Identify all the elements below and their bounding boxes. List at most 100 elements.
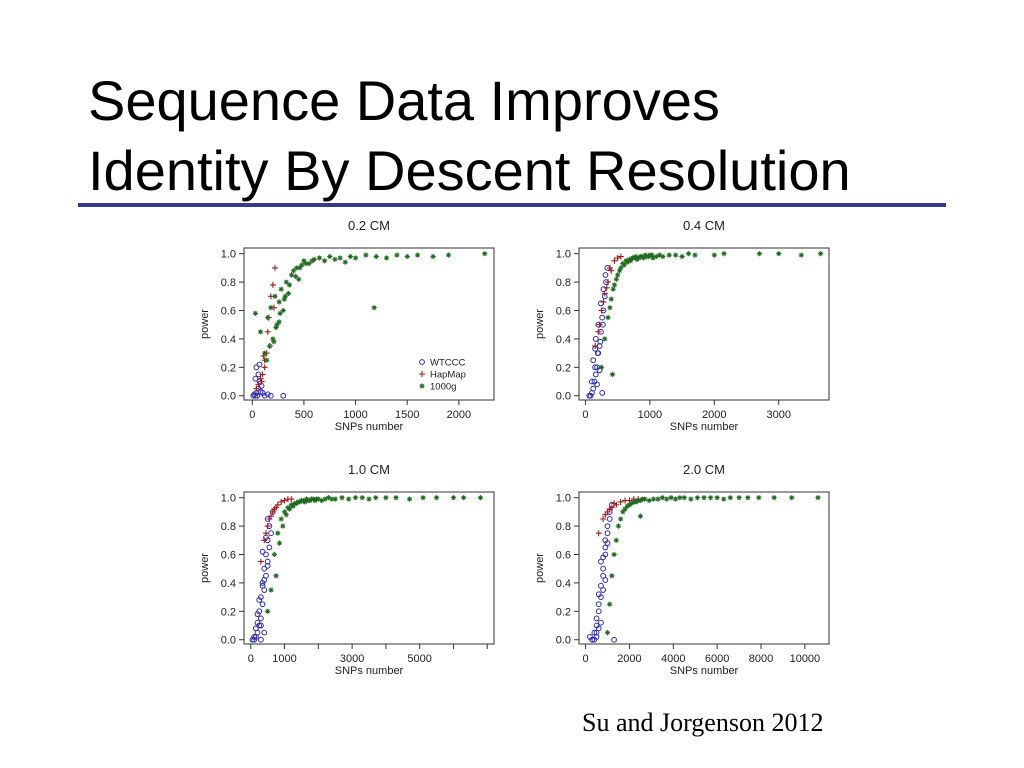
chart-4-point-1000g bbox=[604, 630, 611, 636]
chart-4-point-wtccc bbox=[600, 587, 607, 593]
chart-3-point-1000g bbox=[393, 495, 399, 501]
chart-1-point-hapmap bbox=[259, 371, 266, 378]
chart-1-ytick-label: 0.4 bbox=[221, 334, 236, 346]
chart-3-point-wtccc bbox=[251, 636, 258, 643]
chart-1-point-1000g bbox=[274, 322, 280, 328]
chart-4-xlabel: SNPs number bbox=[670, 665, 739, 677]
chart-3-point-1000g bbox=[297, 499, 303, 505]
chart-4-point-1000g bbox=[622, 506, 628, 512]
chart-2-xtick-label: 0 bbox=[582, 409, 588, 421]
chart-1-point-1000g bbox=[394, 252, 400, 258]
chart-1-point-1000g bbox=[303, 261, 309, 267]
chart-2-point-1000g bbox=[618, 265, 624, 271]
chart-2-point-wtccc bbox=[599, 314, 606, 321]
chart-3-point-wtccc bbox=[257, 594, 264, 601]
chart-2-point-wtccc bbox=[602, 272, 609, 278]
chart-2-xtick-label: 2000 bbox=[702, 409, 726, 421]
chart-2-point-1000g bbox=[598, 364, 605, 370]
chart-1-point-1000g bbox=[342, 259, 348, 265]
chart-1-point-1000g bbox=[278, 286, 284, 292]
chart-2-point-wtccc bbox=[592, 371, 599, 378]
chart-4-point-wtccc bbox=[602, 577, 609, 583]
chart-1-legend-label-wtccc: WTCCC bbox=[430, 358, 465, 369]
chart-3-point-1000g bbox=[271, 551, 278, 558]
chart-3-point-hapmap bbox=[269, 508, 276, 515]
chart-1-ytick-label: 0.6 bbox=[221, 306, 236, 318]
chart-3-point-wtccc bbox=[256, 608, 263, 615]
chart-2-ytick-label: 0.2 bbox=[556, 362, 571, 374]
chart-2-point-hapmap bbox=[600, 298, 607, 305]
chart-1-point-1000g bbox=[482, 251, 488, 257]
chart-2-point-hapmap bbox=[604, 279, 611, 286]
chart-panel-1-0-cm: 1.0 CM 0.0 0.2 0.4 0.6 0.8 1.0 0 1000 3000 5000 SNP… bbox=[180, 454, 510, 702]
chart-1-point-1000g bbox=[297, 265, 303, 271]
chart-1-point-1000g bbox=[268, 305, 274, 311]
chart-3-xlabel: SNPs number bbox=[335, 665, 404, 677]
chart-4-point-1000g bbox=[789, 495, 795, 501]
chart-1-point-hapmap bbox=[271, 264, 278, 271]
chart-3-point-1000g bbox=[293, 500, 299, 506]
chart-2-point-1000g bbox=[818, 251, 824, 257]
chart-2-point-wtccc bbox=[594, 350, 601, 357]
chart-4-point-1000g bbox=[646, 497, 652, 504]
chart-1-point-1000g bbox=[430, 253, 436, 260]
chart-2-point-1000g bbox=[636, 255, 642, 261]
chart-1-point-1000g bbox=[294, 265, 300, 271]
chart-2-point-1000g bbox=[798, 252, 804, 258]
chart-4-point-1000g bbox=[771, 495, 777, 501]
chart-2-point-hapmap bbox=[608, 267, 615, 274]
chart-1-xtick-label: 0 bbox=[249, 409, 255, 421]
chart-4-point-1000g bbox=[736, 495, 742, 501]
chart-3-point-1000g bbox=[383, 495, 389, 501]
chart-3-point-1000g bbox=[278, 516, 284, 522]
chart-4-point-1000g bbox=[618, 516, 624, 522]
chart-1-point-1000g bbox=[277, 310, 283, 316]
chart-1-point-1000g bbox=[262, 350, 268, 356]
chart-4-point-wtccc bbox=[606, 516, 613, 522]
chart-2-point-1000g bbox=[615, 272, 621, 278]
chart-2-series-1000g bbox=[598, 251, 824, 378]
chart-1-point-1000g bbox=[306, 261, 312, 267]
chart-1-point-1000g bbox=[280, 307, 286, 314]
chart-3-ytick-label: 0.2 bbox=[221, 606, 236, 618]
chart-4-point-1000g bbox=[639, 496, 646, 502]
chart-1-point-hapmap bbox=[258, 378, 265, 385]
chart-4-point-1000g bbox=[659, 495, 665, 501]
chart-2-point-hapmap bbox=[611, 257, 618, 264]
chart-1-title: 0.2 CM bbox=[348, 218, 390, 233]
chart-3-point-1000g bbox=[332, 496, 338, 502]
chart-4-point-wtccc bbox=[593, 629, 600, 636]
chart-1-point-1000g bbox=[273, 324, 279, 331]
title-underline bbox=[78, 203, 946, 207]
chart-1-point-1000g bbox=[332, 256, 338, 262]
chart-2-ytick-label: 0.4 bbox=[556, 334, 571, 346]
chart-4-series-wtccc bbox=[587, 501, 617, 643]
chart-3-point-wtccc bbox=[266, 544, 273, 551]
chart-1-point-1000g bbox=[272, 293, 278, 299]
chart-3-ytick-label: 0.6 bbox=[221, 550, 236, 562]
chart-3-point-wtccc bbox=[257, 622, 264, 629]
chart-4-point-1000g bbox=[664, 496, 670, 502]
chart-1-point-1000g bbox=[293, 273, 299, 280]
chart-1-point-1000g bbox=[327, 253, 333, 260]
chart-1-point-1000g bbox=[271, 339, 277, 345]
chart-3-point-1000g bbox=[329, 496, 335, 502]
chart-3-point-1000g bbox=[373, 495, 379, 501]
chart-4-point-1000g bbox=[727, 495, 733, 501]
chart-3-point-hapmap bbox=[273, 504, 280, 511]
chart-3-point-hapmap bbox=[288, 496, 295, 503]
chart-1-point-1000g bbox=[288, 272, 295, 278]
chart-1-point-wtccc bbox=[254, 392, 261, 399]
chart-2-point-1000g bbox=[656, 252, 663, 258]
chart-3-point-wtccc bbox=[256, 597, 263, 603]
chart-3-point-1000g bbox=[307, 497, 313, 504]
chart-2-point-1000g bbox=[666, 252, 672, 258]
chart-1-ytick-label: 0.0 bbox=[221, 391, 236, 403]
chart-4-point-wtccc bbox=[593, 633, 600, 640]
chart-4-point-1000g bbox=[707, 495, 714, 501]
chart-4-point-hapmap bbox=[611, 500, 618, 507]
chart-4-point-1000g bbox=[714, 495, 720, 501]
chart-3-point-1000g bbox=[303, 496, 310, 502]
chart-1-point-wtccc bbox=[252, 375, 259, 382]
chart-3-point-wtccc bbox=[264, 562, 271, 569]
